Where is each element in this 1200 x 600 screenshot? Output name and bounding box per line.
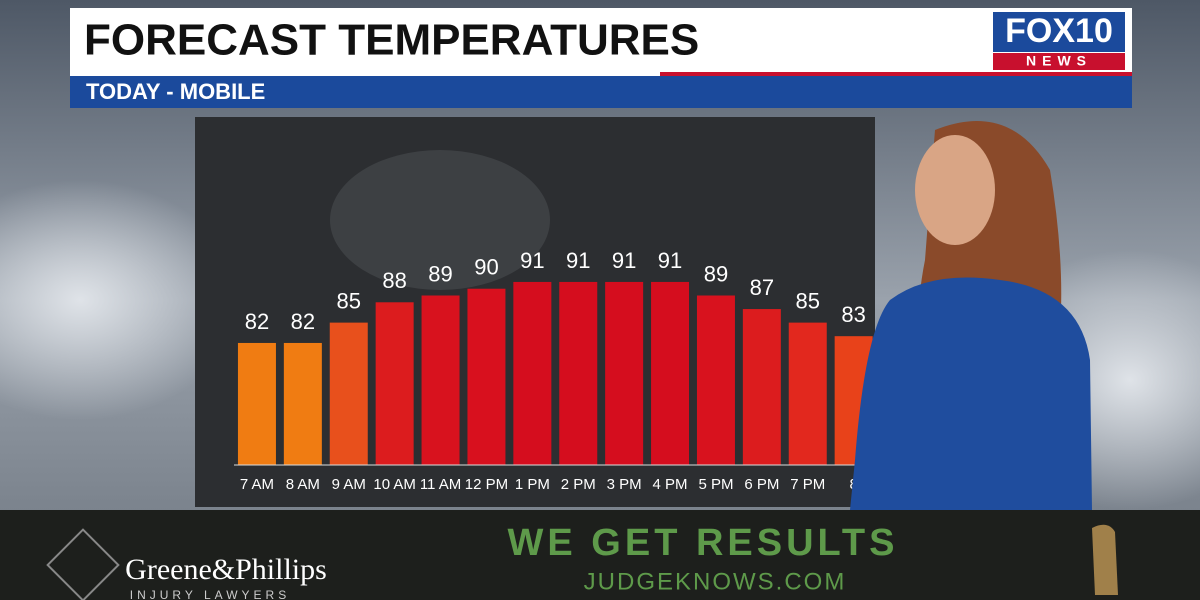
title-banner xyxy=(70,8,1132,76)
bar-chart: 82 7 AM 82 8 AM 85 9 AM 88 10 AM 89 11 AM 90 12 PM 9… xyxy=(234,248,877,493)
panel-cloud xyxy=(330,150,550,290)
title: FORECAST TEMPERATURES xyxy=(84,16,699,65)
x-tick-label: 4 PM xyxy=(653,476,688,493)
bar xyxy=(559,281,598,465)
logo-box xyxy=(993,12,1125,52)
value-label: 89 xyxy=(704,261,728,286)
x-tick-label: 3 PM xyxy=(607,476,642,493)
x-tick-label: 7 PM xyxy=(790,476,825,493)
value-label: 88 xyxy=(382,268,406,293)
bar xyxy=(329,322,368,465)
ad-logo xyxy=(46,528,120,600)
x-tick-label: 9 AM xyxy=(332,476,366,493)
x-tick-label: 11 AM xyxy=(420,476,461,493)
logo-news: NEWS xyxy=(1026,53,1092,69)
x-tick-label: 10 AM xyxy=(373,476,416,493)
bar xyxy=(605,281,644,465)
value-label: 91 xyxy=(566,248,590,273)
bar xyxy=(696,295,735,465)
ad-brand-sub: INJURY LAWYERS xyxy=(130,588,290,600)
ad-dog xyxy=(1092,524,1118,595)
torso xyxy=(850,277,1092,510)
ad-slogan: WE GET RESULTS xyxy=(508,522,899,564)
logo-text: FOX10 xyxy=(1005,12,1113,50)
logo-bar xyxy=(993,53,1125,70)
value-label: 91 xyxy=(520,248,544,273)
value-label: 83 xyxy=(841,302,865,327)
ad-site: JUDGEKNOWS.COM xyxy=(584,568,847,595)
value-label: 87 xyxy=(750,275,774,300)
x-tick-label: 6 PM xyxy=(744,476,779,493)
value-label: 90 xyxy=(474,255,498,280)
bar xyxy=(513,281,552,465)
bar xyxy=(237,342,276,465)
bar xyxy=(421,295,460,465)
x-tick-label: 2 PM xyxy=(561,476,596,493)
x-tick-label: 5 PM xyxy=(698,476,733,493)
value-label: 89 xyxy=(428,261,452,286)
x-tick-label: 12 PM xyxy=(465,476,508,493)
subtitle: TODAY - MOBILE xyxy=(86,79,265,104)
bar xyxy=(375,302,414,465)
x-tick-label: 1 PM xyxy=(515,476,550,493)
ad-bar xyxy=(0,510,1200,600)
bar xyxy=(742,309,781,465)
bar xyxy=(651,281,690,465)
bar xyxy=(467,288,506,465)
face xyxy=(915,135,995,245)
value-label: 82 xyxy=(291,309,315,334)
bar xyxy=(788,322,827,465)
value-label: 85 xyxy=(337,288,361,313)
presenter xyxy=(850,121,1092,510)
ad-brand: Greene&Phillips xyxy=(125,553,327,586)
accent-line xyxy=(660,72,1132,76)
value-label: 82 xyxy=(245,309,269,334)
bar xyxy=(283,342,322,465)
subtitle-bar xyxy=(70,76,1132,108)
x-tick-label: 7 AM xyxy=(240,476,274,493)
value-label: 91 xyxy=(658,248,682,273)
value-label: 85 xyxy=(796,288,820,313)
cloud xyxy=(0,180,240,420)
x-tick-label: 8 AM xyxy=(286,476,320,493)
value-label: 91 xyxy=(612,248,636,273)
